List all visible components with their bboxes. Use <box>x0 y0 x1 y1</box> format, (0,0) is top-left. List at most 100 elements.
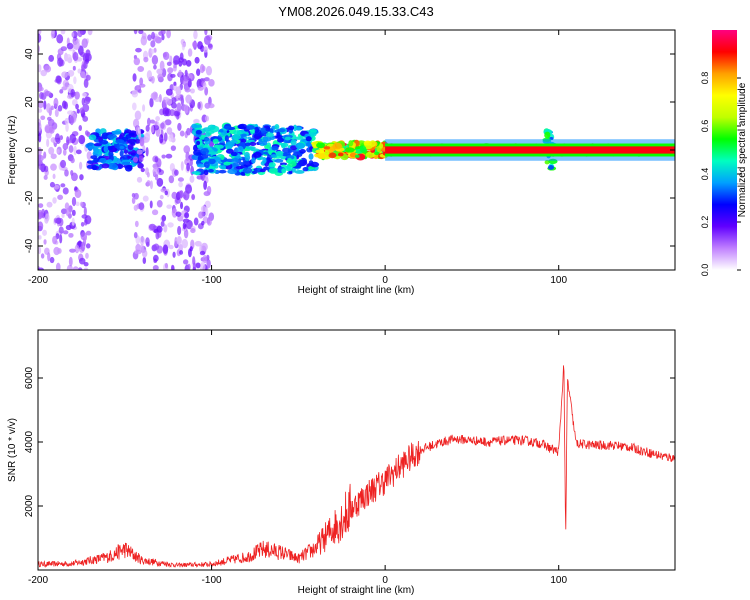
heatmap-cell <box>161 34 165 41</box>
heatmap-cell <box>119 150 124 157</box>
heatmap-cell <box>302 166 309 172</box>
heatmap-cell <box>127 143 134 151</box>
heatmap-cell <box>38 132 42 143</box>
heatmap-cell <box>112 164 118 168</box>
heatmap-cell <box>204 30 208 36</box>
heatmap-cell <box>292 124 298 132</box>
heatmap-cell <box>149 180 153 190</box>
heatmap-cell <box>265 126 271 132</box>
heatmap-cell <box>135 243 141 252</box>
heatmap-cell <box>53 97 59 108</box>
heatmap-cell <box>153 258 158 264</box>
heatmap-cell <box>62 148 67 156</box>
heatmap-cell <box>271 145 279 151</box>
heatmap-cell <box>131 197 136 204</box>
heatmap-cell <box>183 145 191 154</box>
heatmap-cell <box>119 132 125 139</box>
heatmap-cell <box>38 122 42 132</box>
heatmap-cell <box>81 38 88 49</box>
heatmap-cell <box>294 136 304 140</box>
heatmap-cell <box>151 55 159 65</box>
heatmap-cell <box>161 154 166 159</box>
figure-title: YM08.2026.049.15.33.C43 <box>278 4 433 19</box>
heatmap-cell <box>38 33 42 43</box>
heatmap-cell <box>159 194 164 200</box>
heatmap-cell <box>75 201 80 207</box>
heatmap-cell <box>146 70 153 80</box>
heatmap-cell <box>277 137 285 143</box>
heatmap-cell <box>50 30 55 39</box>
heatmap-cell <box>181 238 189 249</box>
heatmap-cell <box>56 149 60 154</box>
heatmap-cell <box>254 129 262 137</box>
heatmap-cell <box>75 103 79 110</box>
heatmap-cell <box>173 81 177 86</box>
heatmap-cell <box>64 117 70 125</box>
heatmap-cell <box>62 79 69 88</box>
heatmap-cell <box>208 43 213 50</box>
heatmap-cell <box>209 151 219 155</box>
heatmap-cell <box>99 140 109 145</box>
heatmap-cell <box>166 127 173 135</box>
heatmap-cell <box>73 145 77 156</box>
heatmap-cell <box>131 89 139 98</box>
heatmap-cell <box>86 160 95 164</box>
heatmap-cell <box>203 35 211 46</box>
heatmap-cell <box>315 149 325 154</box>
heatmap-cell <box>115 139 125 144</box>
heatmap-cell <box>242 167 253 174</box>
colorbar-label: Normalized spectral amplitude <box>737 82 748 217</box>
spectrogram-x-tick-label: 100 <box>550 275 567 286</box>
heatmap-cell <box>64 202 70 210</box>
heatmap-cell <box>201 242 208 251</box>
heatmap-cell <box>78 134 86 145</box>
heatmap-cell <box>175 211 182 217</box>
heatmap-cell <box>38 64 42 73</box>
heatmap-cell <box>65 53 72 62</box>
heatmap-cell <box>274 124 280 130</box>
heatmap-cell <box>38 86 44 92</box>
heatmap-cell <box>77 30 83 38</box>
heatmap-cell <box>54 133 60 144</box>
heatmap-cell <box>175 94 181 99</box>
heatmap-cell <box>148 223 156 231</box>
heatmap-cell <box>277 128 286 133</box>
heatmap-cell <box>123 149 129 154</box>
heatmap-cell <box>146 171 150 178</box>
heatmap-cell <box>172 251 176 258</box>
heatmap-cell <box>193 30 198 40</box>
heatmap-cell <box>83 206 87 217</box>
heatmap-cell <box>88 145 94 150</box>
spectrogram-y-tick-label: 40 <box>24 48 35 60</box>
heatmap-cell <box>151 209 159 216</box>
heatmap-cell <box>171 191 178 200</box>
heatmap-cell <box>164 190 168 196</box>
heatmap-cell <box>133 204 138 211</box>
heatmap-cell <box>186 127 191 136</box>
heatmap-cell <box>138 89 142 94</box>
heatmap-cell <box>232 162 239 168</box>
heatmap-cell <box>294 169 305 174</box>
heatmap-cell <box>166 30 171 39</box>
heatmap-cell <box>66 42 74 50</box>
heatmap-cell <box>152 166 160 177</box>
heatmap-cell <box>49 181 55 188</box>
heatmap-cell <box>160 122 165 129</box>
heatmap-cell <box>204 137 210 142</box>
heatmap-cell <box>171 97 177 104</box>
heatmap-cell <box>194 56 200 64</box>
heatmap-cell <box>162 52 167 58</box>
heatmap-cell <box>79 161 83 170</box>
heatmap-cell <box>38 108 43 113</box>
heatmap-cell <box>185 94 193 104</box>
heatmap-cell <box>190 88 195 94</box>
heatmap-cell <box>142 195 149 202</box>
heatmap-cell <box>165 88 173 96</box>
heatmap-cell <box>159 133 164 144</box>
heatmap-cell <box>71 196 77 207</box>
heatmap-cell <box>57 194 64 200</box>
heatmap-cell <box>193 124 202 128</box>
heatmap-cell <box>79 107 84 114</box>
heatmap-cell <box>38 100 44 109</box>
heatmap-cell <box>359 145 367 153</box>
